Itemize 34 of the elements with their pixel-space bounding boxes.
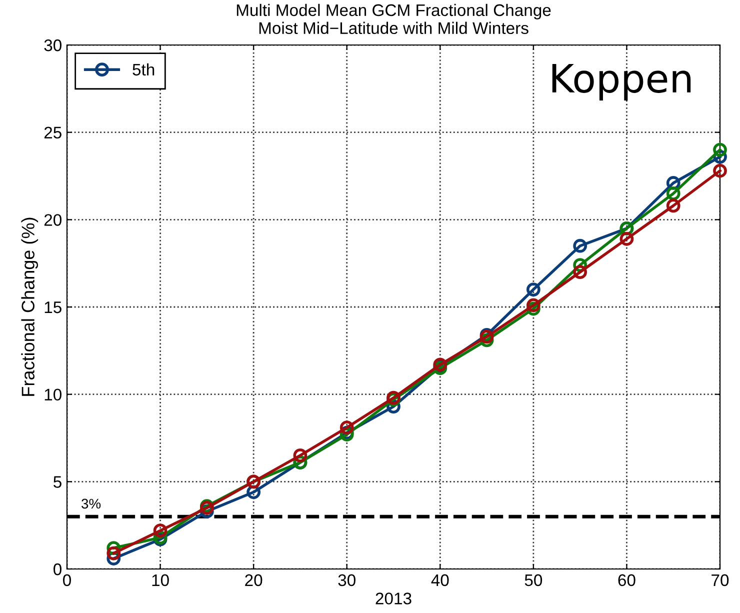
y-tick-label: 15 [44,302,62,314]
x-tick-label: 20 [245,574,262,586]
x-tick-label: 10 [152,574,169,586]
x-tick-label: 40 [431,574,449,586]
annotation: Koppen [552,64,691,100]
x-tick-label: 50 [524,574,542,586]
x-tick-label: 0 [63,574,71,586]
x-tick-label: 70 [712,574,729,586]
legend-label: 5th [132,63,154,76]
point [106,546,121,560]
chart-title: Multi Model Mean GCM Fractional Change Moist Mid−Latitude with Mild Winters [236,4,551,34]
x-tick-label: 60 [618,574,636,586]
y-tick-label: 10 [44,388,62,401]
y-tick-label: 30 [44,39,62,52]
y-tick-label: 25 [44,126,62,139]
ref-line-label: 3% [82,498,101,509]
point [713,164,727,178]
y-tick-label: 0 [54,563,62,576]
point [340,420,354,434]
point [573,238,588,253]
point [713,142,727,157]
point [526,298,540,312]
point [666,186,680,200]
point [153,524,168,538]
y-tick-label: 20 [44,214,62,226]
x-tick-label: 30 [338,574,356,586]
point [293,448,308,462]
point [526,282,540,296]
point [666,198,680,213]
point [620,232,634,246]
x-axis-title: 2013 [376,592,412,604]
y-axis-title: Fractional Change (%) [21,218,38,396]
y-tick-label: 5 [54,476,62,488]
point [573,265,588,280]
